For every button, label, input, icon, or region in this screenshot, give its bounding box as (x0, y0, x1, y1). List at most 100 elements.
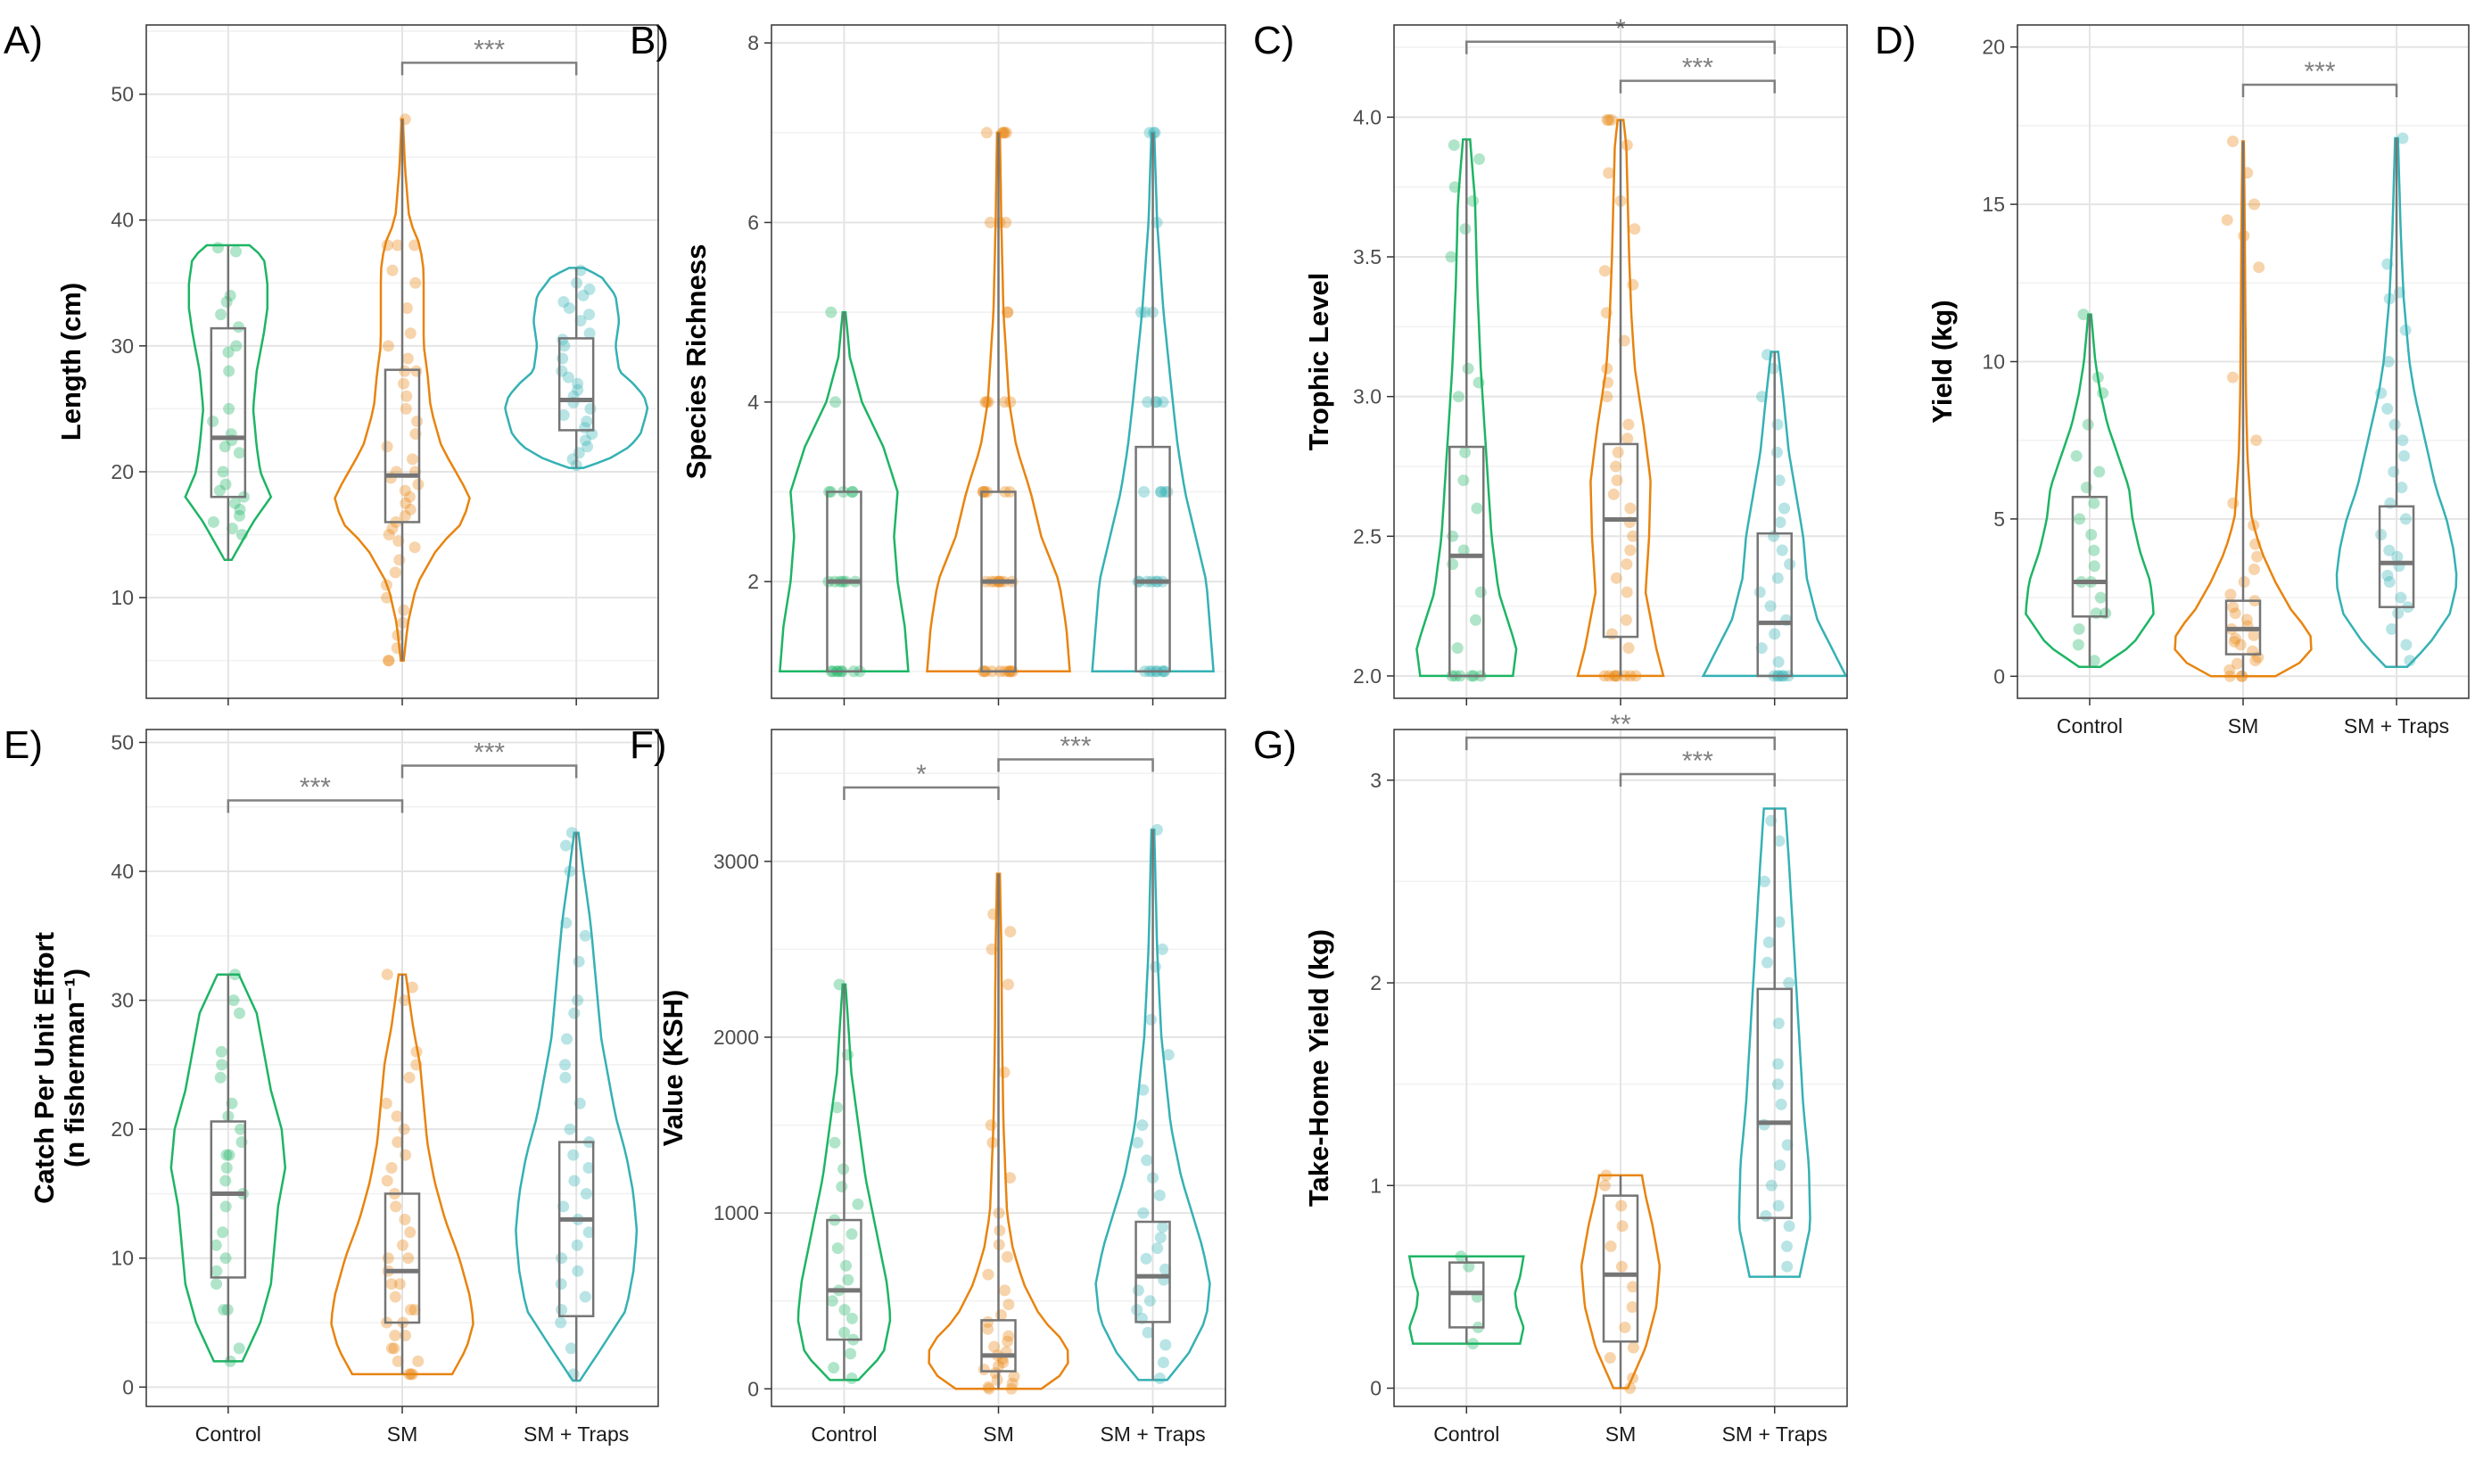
data-point (573, 955, 585, 968)
data-point (1778, 502, 1791, 515)
y-tick-label: 40 (111, 860, 134, 883)
panel-label: F) (630, 723, 667, 767)
data-point (401, 352, 414, 365)
data-point (1455, 1250, 1467, 1263)
y-tick-label: 50 (111, 83, 134, 106)
data-point (561, 1033, 573, 1045)
violin (184, 243, 273, 562)
data-point (1615, 1260, 1628, 1273)
panel-label: G) (1253, 723, 1297, 767)
data-point (219, 1200, 232, 1213)
data-point (383, 655, 395, 667)
data-point (393, 554, 406, 566)
data-point (213, 484, 226, 497)
data-point (1610, 460, 1622, 473)
data-point (980, 396, 993, 408)
group-control (1407, 1250, 1525, 1350)
data-point (1002, 306, 1014, 318)
data-point (1149, 960, 1161, 973)
y-axis-title: Catch Per Unit Effort (29, 932, 60, 1204)
data-point (2227, 497, 2240, 509)
violin (330, 973, 474, 1376)
data-point (580, 434, 591, 447)
y-tick-label: 3.0 (1353, 385, 1382, 408)
data-point (1756, 391, 1768, 403)
data-point (2072, 639, 2084, 651)
significance-label: *** (474, 35, 505, 64)
data-point (556, 1252, 567, 1265)
data-point (1002, 1335, 1014, 1348)
data-point (391, 642, 403, 655)
y-tick-label: 5 (1993, 507, 2005, 531)
data-point (227, 523, 238, 534)
data-point (1600, 307, 1613, 319)
panel-label: C) (1253, 19, 1294, 62)
data-point (408, 541, 421, 554)
data-point (1136, 1119, 1149, 1132)
significance-label: ** (1610, 710, 1631, 739)
data-point (399, 994, 411, 1007)
data-point (380, 1097, 392, 1109)
data-point (1155, 486, 1167, 498)
bracket-line (400, 62, 578, 76)
data-point (1598, 265, 1611, 277)
data-point (1621, 139, 1633, 152)
data-point (846, 1228, 858, 1241)
data-point (1603, 670, 1615, 682)
data-point (2223, 670, 2236, 682)
data-point (986, 943, 998, 955)
y-tick-label: 20 (111, 460, 134, 483)
data-point (2230, 632, 2241, 645)
box (1134, 445, 1171, 673)
y-tick-label: 8 (747, 31, 759, 54)
data-point (2375, 529, 2388, 540)
data-point (381, 1175, 393, 1187)
data-point (565, 827, 578, 839)
data-point (1151, 1242, 1164, 1255)
data-point (2227, 601, 2240, 614)
data-point (1624, 502, 1637, 515)
data-point (386, 523, 399, 534)
data-point (1627, 278, 1639, 291)
data-point (572, 994, 584, 1007)
data-point (2383, 293, 2396, 305)
data-point (2392, 607, 2405, 620)
data-point (381, 591, 393, 604)
data-point (842, 1274, 854, 1286)
data-point (994, 217, 1006, 228)
data-point (1154, 1232, 1167, 1244)
y-axis-title-line2: (n fisherman⁻¹) (59, 969, 90, 1167)
violin (2174, 140, 2313, 678)
data-point (1764, 600, 1777, 613)
data-point (404, 1226, 417, 1239)
data-point (222, 346, 235, 359)
data-point (215, 309, 227, 321)
data-point (2228, 636, 2240, 647)
data-point (1622, 418, 1635, 431)
y-tick-label: 1 (1370, 1174, 1382, 1197)
data-point (1467, 194, 1479, 207)
data-point (998, 127, 1011, 139)
data-point (210, 1265, 223, 1277)
data-point (389, 1290, 401, 1303)
data-point (223, 1149, 235, 1161)
data-point (988, 1340, 1001, 1353)
data-point (564, 865, 576, 878)
data-point (404, 503, 417, 515)
data-point (1615, 1200, 1628, 1212)
data-point (233, 447, 245, 459)
data-point (1627, 1372, 1639, 1384)
x-tick-label: Control (195, 1422, 261, 1446)
data-point (572, 377, 584, 390)
data-point (399, 1213, 411, 1225)
data-point (567, 1368, 580, 1381)
data-point (1459, 446, 1472, 458)
significance-bracket: *** (400, 738, 578, 779)
violin (1407, 1255, 1525, 1345)
data-point (207, 416, 219, 427)
violin (1701, 350, 1848, 678)
data-point (233, 321, 244, 334)
data-point (1598, 1179, 1611, 1191)
data-point (405, 1368, 417, 1381)
